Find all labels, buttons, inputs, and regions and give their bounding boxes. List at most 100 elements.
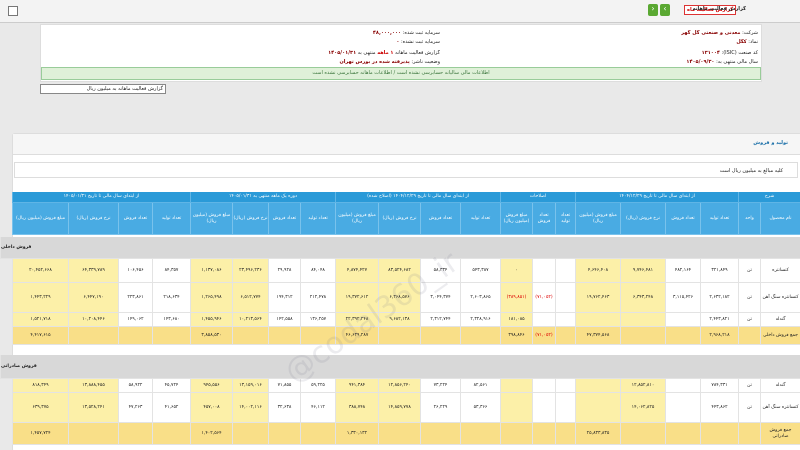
column-header: تعداد فروش [420,203,460,235]
group-header: از ابتدای سال مالی تا تاریخ ۱۴۰۵/۰۱/۳۱ [12,192,190,203]
total-cell [555,327,575,345]
column-header: تعداد فروش [268,203,300,235]
info-symbol: نماد: کگل [736,39,758,45]
cell: ۸۴,۰۴۸ [300,259,335,283]
total-cell: ۱,۴۰۲,۵۶۴ [190,423,232,445]
total-cell [738,423,760,445]
info-company: شرکت: معدنی و صنعتی گل گهر [681,30,758,36]
total-cell [268,423,300,445]
cell: ۱۰,۲۰۸,۴۴۶ [68,313,118,327]
total-cell [118,423,152,445]
total-cell [420,327,460,345]
total-cell [500,423,532,445]
value: پذیرفته شده در بورس تهران [339,59,410,65]
cell [500,393,532,423]
column-header: نرخ فروش (ریال) [378,203,420,235]
total-cell [738,327,760,345]
cell: ۸۳,۵۲۴,۶۸۲ [378,259,420,283]
cell: ۱,۱۳۷,۰۸۶ [190,259,232,283]
cell: ۱۴,۰۰۲,۱۱۶ [232,393,268,423]
column-header: تعداد تولید [152,203,190,235]
total-cell: ۳۹۸,۸۴۶ [500,327,532,345]
section-row: فروش داخلی [0,237,800,259]
cell [555,393,575,423]
notice: اطلاعات مالی سالیانه حسابرسی نشده است / … [41,67,761,80]
cell: ۲۲۳,۸۶۱ [118,283,152,313]
cell: ۶۴,۳۳۹,۷۸۹ [68,259,118,283]
group-header: دوره یک ماهه منتهی به ۱۴۰۵/۰۱/۳۱ [190,192,335,203]
value: معدنی و صنعتی گل گهر [681,30,741,36]
total-cell: ۴,۴۱۷,۶۱۵ [12,327,68,345]
column-header: مبلغ فروش (میلیون ریال) [500,203,532,235]
total-cell [665,423,700,445]
cell: ۸۱۸,۳۴۹ [12,379,68,393]
cell: ۱۴۳,۶۸۰ [152,313,190,327]
report-badge[interactable]: گزارش فعالیت ماه [684,5,737,15]
cell: ۱۰۶,۴۵۶ [118,259,152,283]
cell: ۲۲,۳۹۲,۲۴۸ [335,313,378,327]
cell: ۷۳,۲۲۴ [420,379,460,393]
total-cell [378,327,420,345]
cell: ۲,۳۲۸,۹۱۶ [460,313,500,327]
cell: ۱۳,۸۸۸,۴۵۵ [68,379,118,393]
total-cell: جمع فروش صادراتی [760,423,800,445]
total-cell [620,423,665,445]
info-fy: سال مالی منتهی به: ۱۴۰۵/۰۹/۳۰ [686,59,758,65]
cell [500,379,532,393]
column-header: تعداد تولید [300,203,335,235]
label: سرمایه ثبت شده: [402,30,440,36]
cell: ۰ [500,259,532,283]
cell [555,259,575,283]
page-title: گزارش فعالیت ماهانه [692,6,746,12]
cell: ۴۱,۶۵۲ [152,393,190,423]
column-header: نرخ فروش (ریال) [620,203,665,235]
cell: ۲۱۲,۴۷۸ [300,283,335,313]
cell [575,379,620,393]
info-unreg: سرمایه ثبت نشده: ۰ [396,39,440,45]
cell: ۹,۷۴۶,۴۸۱ [620,259,665,283]
report-select[interactable]: گزارش فعالیت ماهانه به میلیون ریال [40,84,166,94]
total-cell: ۲,۹۶۸,۲۱۸ [700,327,738,345]
top-bar [0,0,800,23]
total-cell: ۱,۴۵۷,۷۲۴ [12,423,68,445]
cell: ۱۳,۵۲۸,۲۴۱ [68,393,118,423]
column-header: نرخ فروش (ریال) [232,203,268,235]
value: ۱۳۱۰۰۴ [701,50,720,56]
column-header: مبلغ فروش (میلیون ریال) [575,203,620,235]
cell: ۷۸۴,۳۳۱ [700,379,738,393]
cell: ۱۹,۳۷۲,۶۱۲ [335,283,378,313]
cell: تن [738,393,760,423]
label: منتهی به [357,50,376,56]
print-icon[interactable] [8,6,18,16]
total-cell [152,423,190,445]
total-cell: ۲۵,۸۳۳,۸۳۵ [575,423,620,445]
cell: ۶,۴۴۷,۱۹۰ [68,283,118,313]
total-cell [460,423,500,445]
total-cell [300,423,335,445]
column-header: تعداد فروش [118,203,152,235]
cell [665,379,700,393]
cell: ۲,۶۰۳,۸۶۵ [460,283,500,313]
cell: ۶,۳۶۸,۵۷۶ [378,283,420,313]
info-isic: کد صنعت (ISIC): ۱۳۱۰۰۴ [702,50,758,56]
cell: ۴۴۳,۸۶۲ [700,393,738,423]
label: کد صنعت (ISIC): [721,50,758,56]
cell: کنسانتره سنگ آهن [760,393,800,423]
nav-prev[interactable]: ‹ [648,4,658,16]
cell [555,283,575,313]
label: گزارش فعالیت ماهانه [395,50,440,56]
total-cell: ۴۷,۳۷۴,۵۶۸ [575,327,620,345]
value: ۱۴۰۵/۰۹/۳۰ [686,59,715,65]
cell: ۱۴۹,۰۶۲ [118,313,152,327]
value: ۴۸,۰۰۰,۰۰۰ [372,30,402,36]
section-note: کلیه مبالغ به میلیون ریال است [14,162,798,178]
column-header: مبلغ فروش (میلیون ریال) [190,203,232,235]
cell: ۲۹,۹۲۸ [268,259,300,283]
value: ۱ ماهه [377,50,394,56]
nav-next[interactable]: › [660,4,670,16]
cell: ۲۳,۴۹۶,۲۳۶ [232,259,268,283]
total-cell: جمع فروش داخلی [760,327,800,345]
column-header: نرخ فروش (ریال) [68,203,118,235]
cell [575,313,620,327]
cell [532,313,555,327]
